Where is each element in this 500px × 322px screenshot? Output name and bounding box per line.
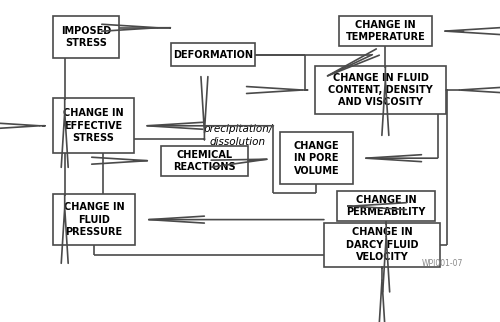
FancyBboxPatch shape bbox=[324, 223, 440, 267]
FancyBboxPatch shape bbox=[53, 194, 136, 245]
Text: CHANGE IN
TEMPERATURE: CHANGE IN TEMPERATURE bbox=[346, 20, 425, 42]
FancyBboxPatch shape bbox=[170, 43, 255, 66]
Text: CHANGE IN
PERMEABILITY: CHANGE IN PERMEABILITY bbox=[346, 195, 426, 217]
Text: CHEMICAL
REACTIONS: CHEMICAL REACTIONS bbox=[173, 149, 236, 172]
Text: WPI001-07: WPI001-07 bbox=[422, 260, 464, 269]
Text: CHANGE
IN PORE
VOLUME: CHANGE IN PORE VOLUME bbox=[294, 141, 339, 175]
Text: precipitation/
dissolution: precipitation/ dissolution bbox=[204, 124, 273, 147]
FancyBboxPatch shape bbox=[53, 16, 118, 58]
Text: CHANGE IN FLUID
CONTENT, DENSITY
AND VISCOSITY: CHANGE IN FLUID CONTENT, DENSITY AND VIS… bbox=[328, 72, 433, 108]
FancyBboxPatch shape bbox=[339, 16, 432, 46]
FancyBboxPatch shape bbox=[53, 99, 134, 153]
FancyBboxPatch shape bbox=[160, 146, 248, 176]
Text: DEFORMATION: DEFORMATION bbox=[173, 50, 253, 60]
Text: CHANGE IN
EFFECTIVE
STRESS: CHANGE IN EFFECTIVE STRESS bbox=[63, 109, 124, 143]
FancyBboxPatch shape bbox=[280, 132, 352, 184]
Text: CHANGE IN
DARCY FLUID
VELOCITY: CHANGE IN DARCY FLUID VELOCITY bbox=[346, 227, 418, 262]
FancyBboxPatch shape bbox=[316, 66, 446, 114]
Text: IMPOSED
STRESS: IMPOSED STRESS bbox=[60, 26, 111, 48]
FancyBboxPatch shape bbox=[338, 191, 435, 221]
Text: CHANGE IN
FLUID
PRESSURE: CHANGE IN FLUID PRESSURE bbox=[64, 202, 124, 237]
